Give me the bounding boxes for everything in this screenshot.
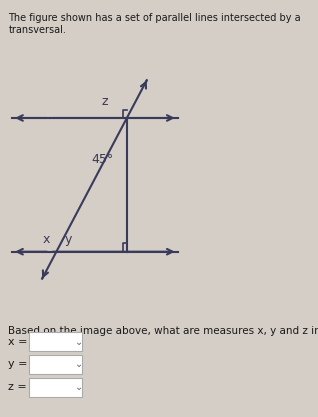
- Text: y =: y =: [8, 359, 28, 369]
- FancyBboxPatch shape: [29, 355, 82, 374]
- Text: x =: x =: [8, 337, 28, 347]
- Text: x: x: [42, 233, 50, 246]
- Text: The figure shown has a set of parallel lines intersected by a transversal.: The figure shown has a set of parallel l…: [8, 13, 301, 35]
- Text: ⌄: ⌄: [75, 337, 83, 347]
- Text: Based on the image above, what are measures x, y and z in degrees?: Based on the image above, what are measu…: [8, 326, 318, 336]
- Text: z =: z =: [8, 382, 27, 392]
- FancyBboxPatch shape: [29, 378, 82, 397]
- Text: 45°: 45°: [91, 153, 114, 166]
- FancyBboxPatch shape: [29, 332, 82, 351]
- Text: z: z: [102, 95, 108, 108]
- Text: ⌄: ⌄: [75, 382, 83, 392]
- Text: y: y: [65, 233, 72, 246]
- Text: ⌄: ⌄: [75, 359, 83, 369]
